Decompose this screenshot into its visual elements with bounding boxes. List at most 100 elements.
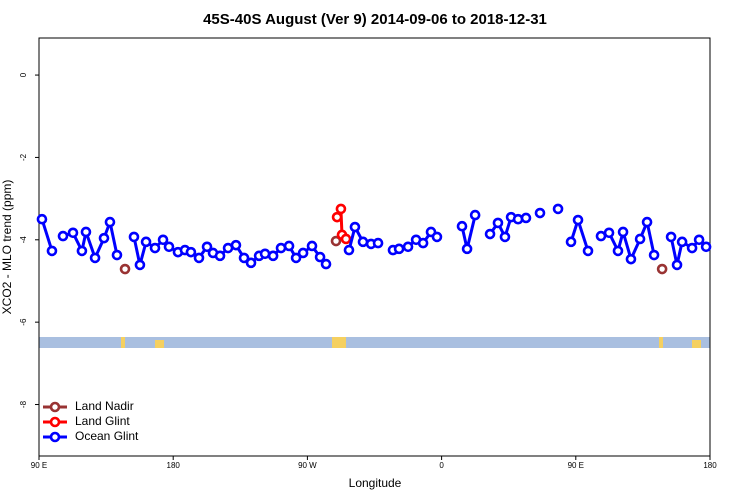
point [314, 251, 326, 263]
point [259, 248, 271, 260]
point [267, 250, 279, 262]
point [417, 237, 429, 249]
point [57, 230, 69, 242]
point [520, 212, 532, 224]
land-spot [121, 337, 125, 348]
point [431, 231, 443, 243]
point [492, 217, 504, 229]
x-tick-label: 180 [167, 461, 181, 470]
point [461, 243, 473, 255]
point [76, 245, 88, 257]
point [297, 247, 309, 259]
chart-title: 45S-40S August (Ver 9) 2014-09-06 to 201… [203, 11, 547, 28]
point [671, 259, 683, 271]
point [193, 252, 205, 264]
point [693, 234, 705, 246]
x-axis-title: Longitude [349, 476, 402, 490]
point [357, 236, 369, 248]
point [456, 220, 468, 232]
point [140, 236, 152, 248]
point [572, 214, 584, 226]
point [700, 241, 712, 253]
point [163, 241, 175, 253]
point [402, 241, 414, 253]
point [283, 240, 295, 252]
legend-label: Land Glint [75, 414, 130, 428]
point [534, 207, 546, 219]
y-tick-label: 0 [19, 72, 28, 77]
x-tick-label: 0 [439, 461, 444, 470]
point [201, 241, 213, 253]
point [625, 253, 637, 265]
x-tick-label: 90 W [298, 461, 317, 470]
point [149, 242, 161, 254]
point [340, 233, 352, 245]
point [111, 249, 123, 261]
y-tick-label: -4 [19, 236, 28, 244]
point [89, 252, 101, 264]
point [330, 235, 342, 247]
point [104, 216, 116, 228]
land-spot [692, 340, 701, 348]
legend-marker [49, 416, 61, 428]
point [36, 213, 48, 225]
point [157, 234, 169, 246]
point [648, 249, 660, 261]
legend-marker [49, 401, 61, 413]
band [39, 337, 710, 348]
y-axis-title: XCO2 - MLO trend (ppm) [0, 180, 14, 315]
point [306, 240, 318, 252]
legend-marker [49, 431, 61, 443]
point [275, 242, 287, 254]
point [67, 227, 79, 239]
point [80, 226, 92, 238]
land-spot [659, 337, 663, 348]
x-tick-label: 90 E [568, 461, 584, 470]
point [46, 245, 58, 257]
point [185, 246, 197, 258]
point [349, 221, 361, 233]
point [634, 233, 646, 245]
point [331, 211, 343, 223]
point [469, 209, 481, 221]
point [552, 203, 564, 215]
land-band [39, 337, 710, 348]
point [290, 252, 302, 264]
point [565, 236, 577, 248]
point [499, 231, 511, 243]
point [128, 231, 140, 243]
land-spot [332, 337, 346, 348]
point [393, 243, 405, 255]
point [245, 257, 257, 269]
point [641, 216, 653, 228]
point [343, 244, 355, 256]
legend-label: Ocean Glint [75, 429, 139, 443]
land-spot [155, 340, 164, 348]
point [686, 242, 698, 254]
point [214, 250, 226, 262]
point [612, 245, 624, 257]
point [656, 263, 668, 275]
point [320, 258, 332, 270]
x-tick-label: 180 [703, 461, 717, 470]
point [665, 231, 677, 243]
point [603, 227, 615, 239]
y-tick-label: -8 [19, 400, 28, 408]
x-tick-label: 90 E [31, 461, 47, 470]
point [119, 263, 131, 275]
y-tick-label: -2 [19, 153, 28, 161]
point [230, 239, 242, 251]
point [335, 203, 347, 215]
point [238, 252, 250, 264]
point [134, 259, 146, 271]
point [617, 226, 629, 238]
point [582, 245, 594, 257]
point [484, 228, 496, 240]
point [676, 236, 688, 248]
point [372, 237, 384, 249]
point [98, 232, 110, 244]
y-tick-label: -6 [19, 318, 28, 326]
legend-label: Land Nadir [75, 399, 134, 413]
